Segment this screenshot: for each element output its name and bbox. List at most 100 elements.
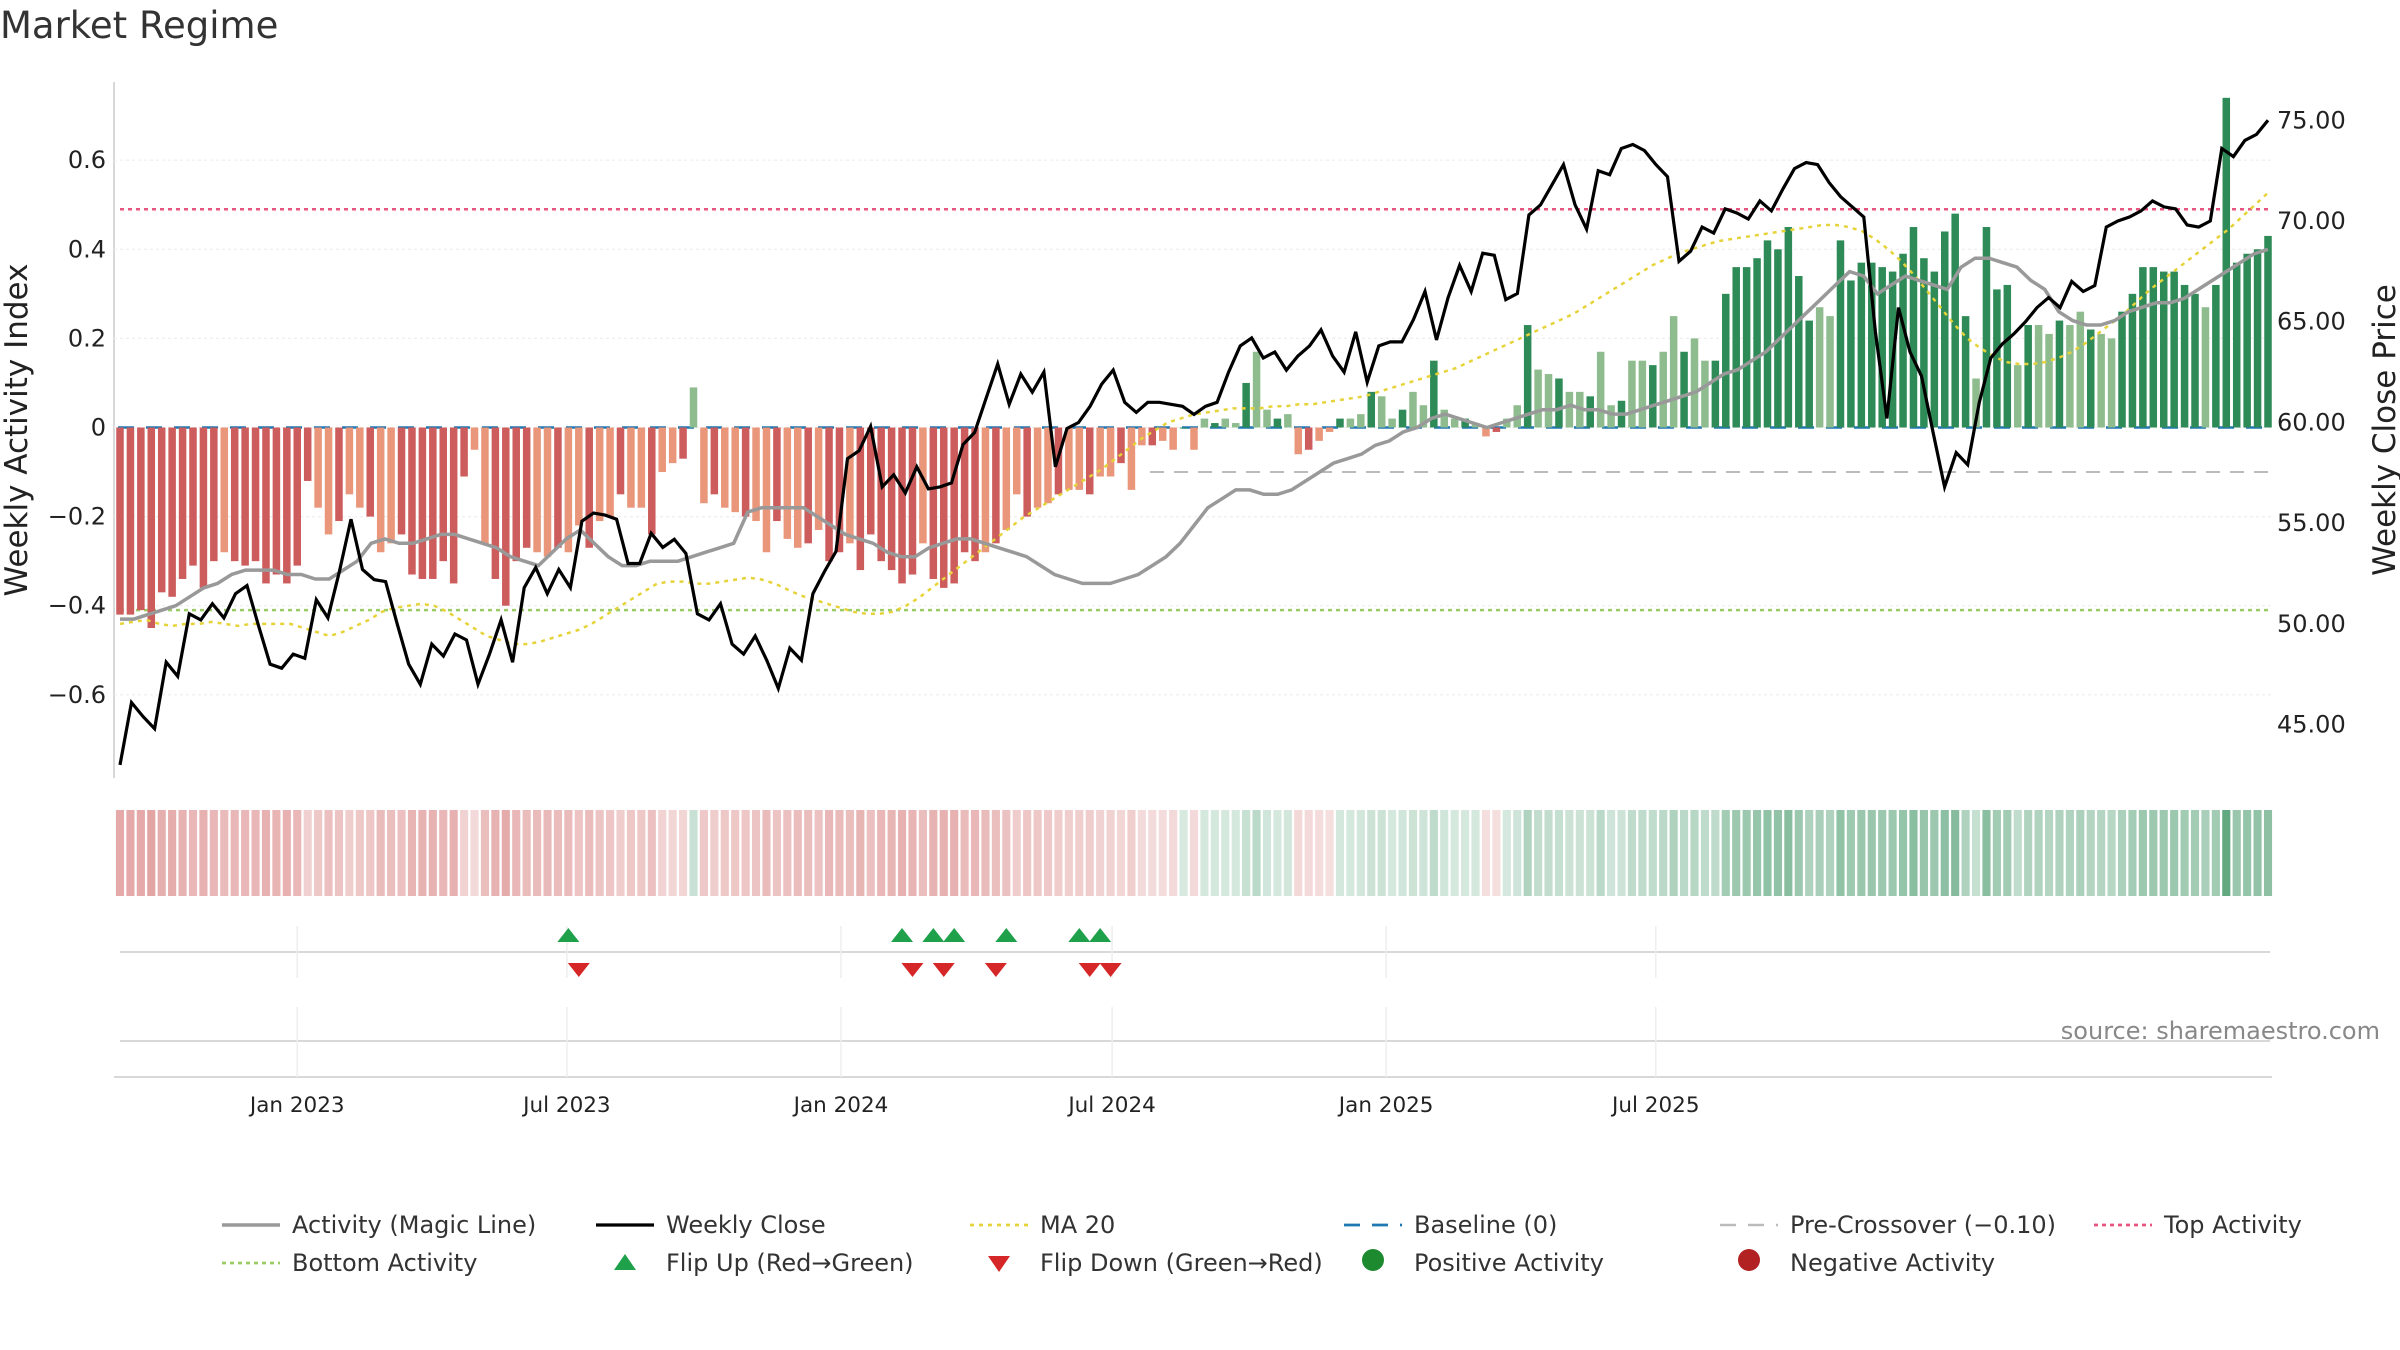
activity-bar <box>1440 409 1449 428</box>
regime-cell <box>1169 810 1178 896</box>
regime-cell <box>1867 810 1876 896</box>
regime-cell <box>804 810 813 896</box>
activity-bar <box>637 427 646 508</box>
left-tick-label: 0.2 <box>68 324 106 352</box>
regime-cell <box>188 810 198 896</box>
regime-cell <box>512 810 521 896</box>
activity-bar <box>2180 284 2189 428</box>
activity-bar <box>1899 253 1907 428</box>
activity-bar <box>1398 409 1407 428</box>
regime-cell <box>710 810 719 896</box>
regime-cell <box>1419 810 1428 896</box>
regime-cell <box>1481 810 1491 896</box>
activity-bar <box>1409 391 1417 428</box>
flip-up-marker <box>891 928 914 942</box>
activity-bar <box>804 427 812 544</box>
activity-bar <box>679 427 687 459</box>
regime-cell <box>428 810 437 896</box>
activity-bar <box>147 427 156 628</box>
regime-cell <box>783 810 792 896</box>
activity-bar <box>1346 418 1355 428</box>
regime-cell <box>1878 810 1887 896</box>
regime-cell <box>1408 810 1418 896</box>
legend: Activity (Magic Line) Weekly Close MA 20 Ba… <box>222 1211 2302 1277</box>
legend-label: Positive Activity <box>1414 1249 1604 1277</box>
activity-bar <box>1628 360 1636 428</box>
regime-cell <box>1189 810 1199 896</box>
activity-bar <box>1085 427 1094 495</box>
activity-bar <box>241 427 249 566</box>
regime-cell <box>2222 810 2231 896</box>
regime-cell <box>1513 810 1522 896</box>
regime-cell <box>1982 810 1991 896</box>
right-tick-label: 55.00 <box>2277 509 2346 537</box>
legend-label: Weekly Close <box>666 1211 826 1239</box>
regime-cell <box>491 810 500 896</box>
regime-cell <box>720 810 729 896</box>
activity-bar <box>1784 227 1793 428</box>
activity-bar <box>1523 325 1532 428</box>
regime-cell <box>1836 810 1845 896</box>
regime-cell <box>637 810 646 896</box>
activity-bar <box>283 427 291 584</box>
regime-cell <box>1398 810 1407 896</box>
regime-cell <box>626 810 635 896</box>
activity-bar <box>1044 427 1052 504</box>
activity-bar <box>1106 427 1115 477</box>
activity-bar <box>502 427 510 606</box>
activity-bar <box>345 427 354 495</box>
regime-cell <box>241 810 250 896</box>
regime-cell <box>1940 810 1949 896</box>
activity-bar <box>449 427 458 584</box>
activity-bar <box>1534 369 1542 428</box>
bottom-panel: source: sharemaestro.com Jan 2023 Jul 202… <box>114 1007 2380 1118</box>
legend-label: Top Activity <box>2163 1211 2302 1239</box>
activity-bar <box>2170 271 2178 428</box>
chart-title: Market Regime <box>0 4 278 47</box>
activity-bar <box>814 427 823 530</box>
activity-bar <box>877 427 885 562</box>
activity-bar <box>1669 316 1678 428</box>
activity-bar <box>981 427 990 553</box>
regime-cell <box>1064 810 1073 896</box>
regime-cell <box>314 810 323 896</box>
regime-cell <box>1627 810 1637 896</box>
regime-cell <box>1179 810 1188 896</box>
activity-bar <box>293 427 302 566</box>
regime-cell <box>272 810 281 896</box>
regime-cell <box>2243 810 2252 896</box>
activity-bar <box>251 427 260 562</box>
regime-cell <box>126 810 135 896</box>
regime-cell <box>877 810 886 896</box>
regime-cell <box>950 810 959 896</box>
flip-up-marker <box>995 928 1018 942</box>
regime-cell <box>387 810 396 896</box>
regime-cell <box>939 810 948 896</box>
regime-cell <box>2170 810 2179 896</box>
activity-bar <box>1231 423 1240 428</box>
regime-cell <box>1283 810 1292 896</box>
regime-cell <box>1607 810 1616 896</box>
regime-cell <box>1242 810 1251 896</box>
regime-cell <box>1846 810 1855 896</box>
activity-bar <box>2232 262 2241 428</box>
activity-bar <box>1273 418 1282 428</box>
regime-cell <box>1356 810 1365 896</box>
signal-panel <box>120 926 2270 978</box>
left-axis-label: Weekly Activity Index <box>0 264 35 597</box>
regime-cell <box>2253 810 2262 896</box>
flip-down-marker <box>901 963 924 977</box>
regime-cell <box>407 810 417 896</box>
red-circle-icon <box>1738 1249 1760 1271</box>
activity-bar <box>418 427 427 579</box>
regime-cell <box>2232 810 2241 896</box>
activity-bar <box>1388 418 1396 428</box>
regime-cell <box>1565 810 1574 896</box>
activity-bar <box>1138 427 1146 446</box>
activity-bar <box>1482 427 1490 437</box>
regime-cell <box>1898 810 1908 896</box>
regime-cell <box>293 810 302 896</box>
flip-signals <box>557 928 1122 977</box>
regime-cell <box>1648 810 1657 896</box>
activity-bar <box>1377 396 1386 428</box>
